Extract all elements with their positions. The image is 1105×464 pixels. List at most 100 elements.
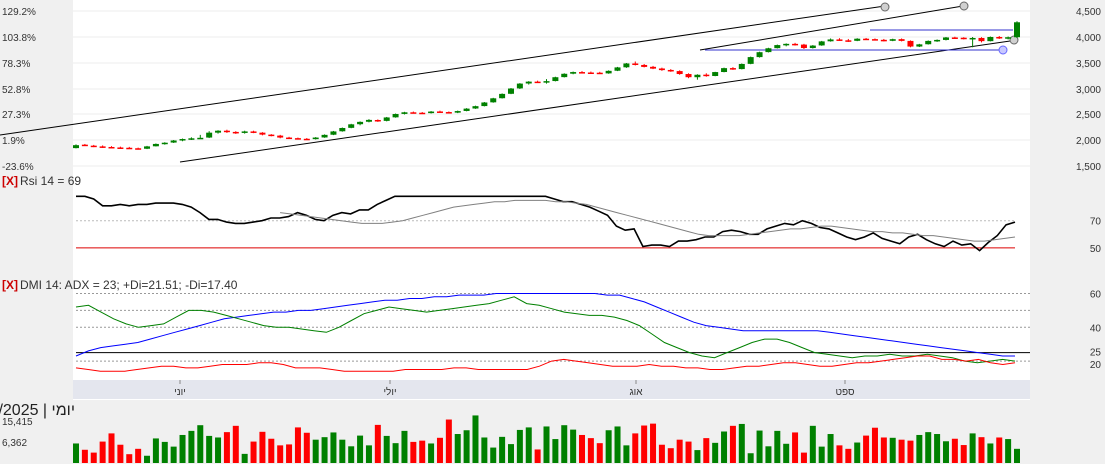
volume-bar bbox=[889, 437, 896, 463]
candle-body bbox=[996, 36, 1003, 39]
candle-body bbox=[312, 137, 319, 140]
volume-bar bbox=[925, 432, 932, 463]
minus-di-line bbox=[75, 355, 1016, 372]
candle-body bbox=[339, 127, 346, 132]
candle-body bbox=[472, 106, 479, 109]
candle-body bbox=[286, 137, 293, 140]
candle-body bbox=[241, 131, 248, 133]
volume-bar bbox=[73, 443, 79, 463]
volume-bar bbox=[463, 430, 470, 463]
volume-bar bbox=[223, 432, 230, 463]
candle-body bbox=[605, 70, 612, 74]
candle-body bbox=[73, 145, 79, 149]
candle-body bbox=[960, 37, 967, 40]
plot-area bbox=[73, 0, 1030, 400]
candle-body bbox=[632, 63, 639, 65]
trend-line-upper bbox=[0, 5, 886, 136]
candle-body bbox=[570, 72, 577, 74]
candle-body bbox=[303, 138, 310, 141]
volume-bar bbox=[81, 449, 88, 463]
candle-body bbox=[543, 81, 550, 83]
rsi-close-button[interactable]: [X] bbox=[2, 174, 18, 188]
volume-bar bbox=[836, 445, 843, 463]
volume-bar bbox=[543, 426, 550, 463]
price-tick-label: 2,500 bbox=[1076, 110, 1101, 121]
volume-bar bbox=[241, 453, 248, 463]
volume-bar bbox=[579, 434, 586, 463]
volume-bar bbox=[507, 444, 514, 463]
volume-bar bbox=[694, 450, 701, 463]
candle-body bbox=[916, 44, 923, 47]
volume-bar bbox=[197, 425, 204, 463]
volume-bar bbox=[987, 443, 994, 463]
candle-body bbox=[667, 69, 674, 72]
candle-body bbox=[81, 144, 88, 147]
x-axis-strip bbox=[73, 380, 1030, 399]
volume-bar bbox=[170, 446, 177, 463]
volume-bar bbox=[330, 432, 337, 463]
candle-body bbox=[925, 40, 932, 45]
candle-body bbox=[534, 81, 541, 84]
candle-body bbox=[854, 38, 861, 41]
candle-body bbox=[650, 66, 657, 69]
candle-body bbox=[889, 39, 896, 41]
candle-body bbox=[845, 40, 852, 42]
candle-body bbox=[951, 37, 958, 39]
trend-line-lower bbox=[179, 39, 1018, 163]
candle-body bbox=[969, 37, 976, 40]
candle-body bbox=[641, 64, 648, 67]
volume-bar bbox=[880, 437, 887, 463]
candle-body bbox=[596, 72, 603, 75]
candle-body bbox=[383, 117, 390, 121]
rsi-label-text: Rsi 14 = 69 bbox=[20, 174, 81, 188]
candle-body bbox=[392, 114, 399, 118]
x-tick-label: ספט bbox=[835, 387, 855, 398]
volume-bar bbox=[348, 446, 355, 463]
plus-di-line bbox=[75, 296, 1016, 364]
candle-body bbox=[330, 131, 337, 135]
dmi-label[interactable]: [X] DMI 14: ADX = 23; +Di=21.51; -Di=17.… bbox=[2, 278, 238, 292]
candle-body bbox=[561, 73, 568, 78]
volume-bar bbox=[738, 423, 745, 463]
volume-bar bbox=[144, 455, 151, 463]
volume-bar bbox=[863, 435, 870, 463]
candle-body bbox=[507, 88, 514, 94]
volume-bar bbox=[286, 444, 293, 463]
volume-tick-label: 6,362 bbox=[2, 438, 27, 449]
candle-body bbox=[206, 132, 213, 138]
price-tick-label: 4,500 bbox=[1076, 7, 1101, 18]
candle-body bbox=[871, 39, 878, 41]
candle-body bbox=[783, 43, 790, 46]
price-panel: 129.2% 103.8% 78.3% 52.8% 27.3% 1.9% -23.6% 4,5… bbox=[0, 1, 1101, 173]
volume-bar bbox=[729, 425, 736, 463]
price-tick-label: 2,000 bbox=[1076, 136, 1101, 147]
volume-bar bbox=[951, 438, 958, 463]
volume-bar bbox=[410, 441, 417, 463]
volume-bar bbox=[978, 437, 985, 463]
candle-body bbox=[499, 93, 506, 99]
candle-body bbox=[445, 112, 452, 114]
volume-bar bbox=[481, 437, 488, 463]
candle-body bbox=[90, 145, 97, 148]
candle-body bbox=[161, 142, 168, 145]
candle-body bbox=[365, 119, 372, 122]
volume-bar bbox=[232, 425, 239, 463]
pct-tick-label: 27.3% bbox=[2, 110, 30, 121]
candle-body bbox=[978, 37, 985, 42]
volume-bar bbox=[126, 454, 133, 463]
volume-bar bbox=[215, 437, 222, 463]
volume-bar bbox=[756, 430, 763, 463]
volume-bar bbox=[623, 445, 630, 463]
candle-body bbox=[108, 146, 115, 149]
volume-bar bbox=[916, 434, 923, 463]
rsi-label[interactable]: [X] Rsi 14 = 69 bbox=[2, 174, 81, 188]
candle-body bbox=[463, 108, 470, 111]
dmi-close-button[interactable]: [X] bbox=[2, 278, 18, 292]
volume-bar bbox=[303, 432, 310, 463]
pct-tick-label: 1.9% bbox=[2, 136, 25, 147]
candle-body bbox=[1005, 37, 1012, 39]
volume-bar bbox=[499, 436, 506, 463]
candle-body bbox=[792, 43, 799, 46]
